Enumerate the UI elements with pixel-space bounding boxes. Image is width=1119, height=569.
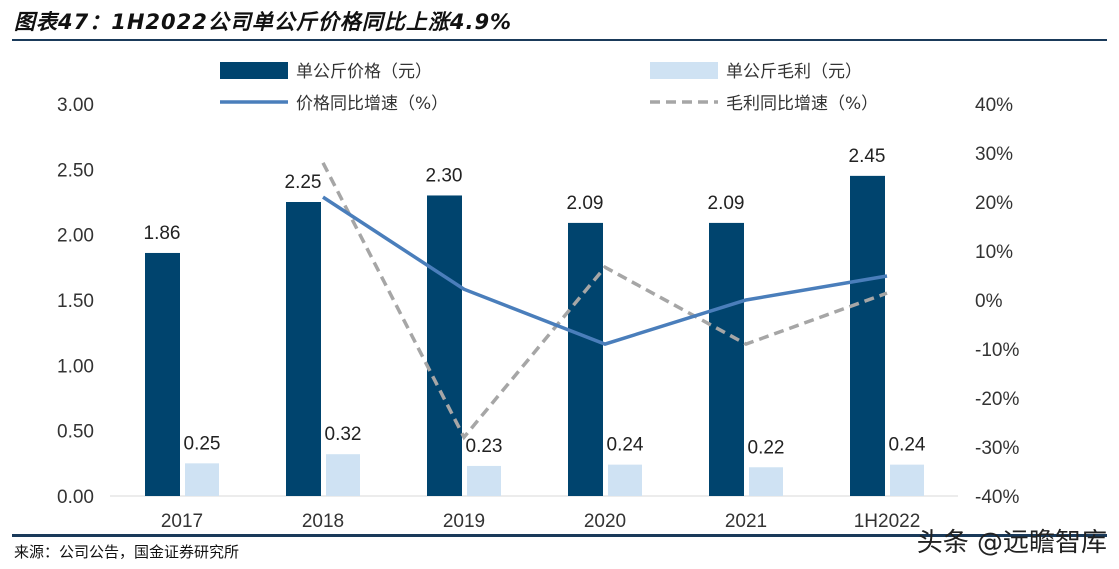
right-tick-label: 40%	[975, 95, 1013, 116]
left-tick-label: 2.50	[57, 160, 94, 181]
price-growth-line	[322, 195, 888, 346]
price-bar-label: 2.09	[567, 193, 604, 214]
margin-bar-label: 0.24	[607, 435, 644, 456]
x-tick-label: 1H2022	[854, 511, 921, 532]
x-tick-label: 2020	[584, 511, 626, 532]
x-tick-label: 2019	[443, 511, 485, 532]
left-tick-label: 1.50	[57, 291, 94, 312]
legend-swatch-margin	[650, 62, 718, 79]
margin-bar	[608, 464, 642, 496]
margin-bar-label: 0.24	[889, 435, 926, 456]
margin-bar-label: 0.32	[325, 424, 362, 445]
price-bar	[709, 222, 744, 496]
chart-title: 图表47：1H2022公司单公斤价格同比上涨4.9%	[14, 10, 513, 34]
x-tick-label: 2017	[161, 511, 203, 532]
legend-label-margin: 单公斤毛利（元）	[726, 62, 862, 82]
price-bar	[427, 195, 462, 496]
legend-swatch-price	[220, 62, 288, 79]
legend-label-price: 单公斤价格（元）	[296, 62, 432, 82]
right-tick-label: -30%	[975, 438, 1019, 459]
x-tick-label: 2021	[725, 511, 767, 532]
price-bar	[145, 252, 180, 496]
price-bar	[850, 175, 885, 496]
price-bar	[568, 222, 603, 496]
price-bar-label: 2.45	[849, 146, 886, 167]
left-tick-label: 2.00	[57, 226, 94, 247]
legend-label-price-growth: 价格同比增速（%）	[296, 94, 448, 114]
x-tick-label: 2018	[302, 511, 344, 532]
watermark: 头条 @远瞻智库	[916, 528, 1107, 558]
margin-bar	[890, 464, 924, 496]
source-note: 来源：公司公告，国金证券研究所	[14, 543, 240, 561]
left-tick-label: 1.00	[57, 356, 94, 377]
legend-label-margin-growth: 毛利同比增速（%）	[726, 94, 878, 114]
price-bar-label: 2.09	[708, 193, 745, 214]
right-tick-label: -20%	[975, 389, 1019, 410]
right-tick-label: 0%	[975, 291, 1003, 312]
price-bar-label: 2.30	[426, 165, 463, 186]
margin-bar	[467, 465, 501, 496]
right-tick-label: -10%	[975, 340, 1019, 361]
margin-bar	[185, 463, 219, 496]
price-bar-label: 1.86	[144, 223, 181, 244]
margin-bar-label: 0.23	[466, 436, 503, 457]
left-tick-label: 0.00	[57, 487, 94, 508]
margin-growth-line	[321, 162, 888, 441]
title-divider	[12, 39, 1107, 41]
left-tick-label: 3.00	[57, 95, 94, 116]
right-tick-label: 20%	[975, 193, 1013, 214]
left-tick-label: 0.50	[57, 422, 94, 443]
right-tick-label: 30%	[975, 144, 1013, 165]
margin-bar-label: 0.25	[184, 433, 221, 454]
footer-divider	[12, 534, 1107, 537]
price-bar	[286, 202, 321, 496]
margin-bar-label: 0.22	[748, 437, 785, 458]
price-bar-label: 2.25	[285, 172, 322, 193]
margin-bar	[326, 454, 360, 496]
right-tick-label: -40%	[975, 487, 1019, 508]
margin-bar	[749, 467, 783, 496]
right-tick-label: 10%	[975, 242, 1013, 263]
